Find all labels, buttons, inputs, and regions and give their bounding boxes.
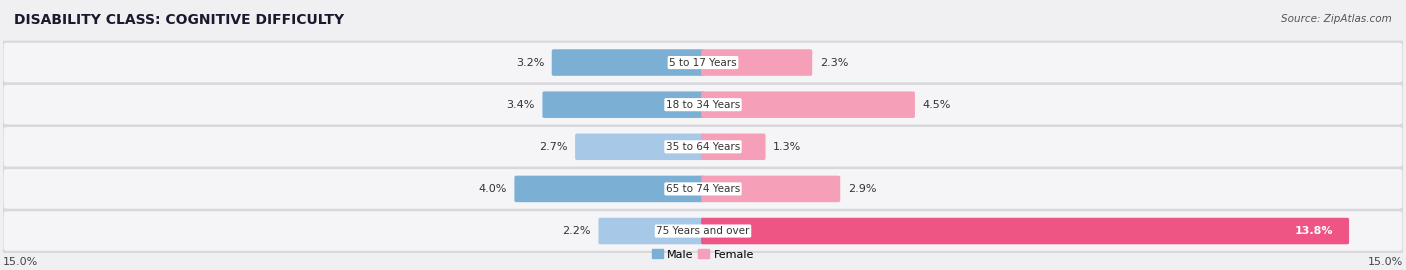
FancyBboxPatch shape [551, 49, 704, 76]
Text: 2.9%: 2.9% [848, 184, 876, 194]
FancyBboxPatch shape [702, 218, 1350, 244]
FancyBboxPatch shape [702, 176, 841, 202]
FancyBboxPatch shape [4, 169, 1402, 209]
Text: 15.0%: 15.0% [3, 257, 38, 267]
Text: 3.2%: 3.2% [516, 58, 544, 68]
FancyBboxPatch shape [0, 41, 1406, 85]
FancyBboxPatch shape [0, 209, 1406, 253]
Text: DISABILITY CLASS: COGNITIVE DIFFICULTY: DISABILITY CLASS: COGNITIVE DIFFICULTY [14, 14, 344, 28]
FancyBboxPatch shape [0, 125, 1406, 169]
FancyBboxPatch shape [4, 85, 1402, 124]
FancyBboxPatch shape [599, 218, 704, 244]
FancyBboxPatch shape [515, 176, 704, 202]
FancyBboxPatch shape [702, 49, 813, 76]
Legend: Male, Female: Male, Female [647, 245, 759, 264]
Text: 2.3%: 2.3% [820, 58, 848, 68]
Text: 1.3%: 1.3% [773, 142, 801, 152]
FancyBboxPatch shape [543, 92, 704, 118]
FancyBboxPatch shape [4, 211, 1402, 251]
FancyBboxPatch shape [4, 127, 1402, 167]
FancyBboxPatch shape [575, 134, 704, 160]
Text: 5 to 17 Years: 5 to 17 Years [669, 58, 737, 68]
FancyBboxPatch shape [702, 92, 915, 118]
FancyBboxPatch shape [0, 167, 1406, 211]
Text: 75 Years and over: 75 Years and over [657, 226, 749, 236]
FancyBboxPatch shape [4, 43, 1402, 82]
Text: 15.0%: 15.0% [1368, 257, 1403, 267]
Text: 35 to 64 Years: 35 to 64 Years [666, 142, 740, 152]
Text: 2.7%: 2.7% [538, 142, 568, 152]
Text: 18 to 34 Years: 18 to 34 Years [666, 100, 740, 110]
Text: 3.4%: 3.4% [506, 100, 534, 110]
Text: 65 to 74 Years: 65 to 74 Years [666, 184, 740, 194]
Text: 13.8%: 13.8% [1295, 226, 1333, 236]
FancyBboxPatch shape [702, 134, 765, 160]
Text: 2.2%: 2.2% [562, 226, 591, 236]
FancyBboxPatch shape [0, 83, 1406, 127]
Text: Source: ZipAtlas.com: Source: ZipAtlas.com [1281, 14, 1392, 23]
Text: 4.0%: 4.0% [478, 184, 508, 194]
Text: 4.5%: 4.5% [922, 100, 950, 110]
